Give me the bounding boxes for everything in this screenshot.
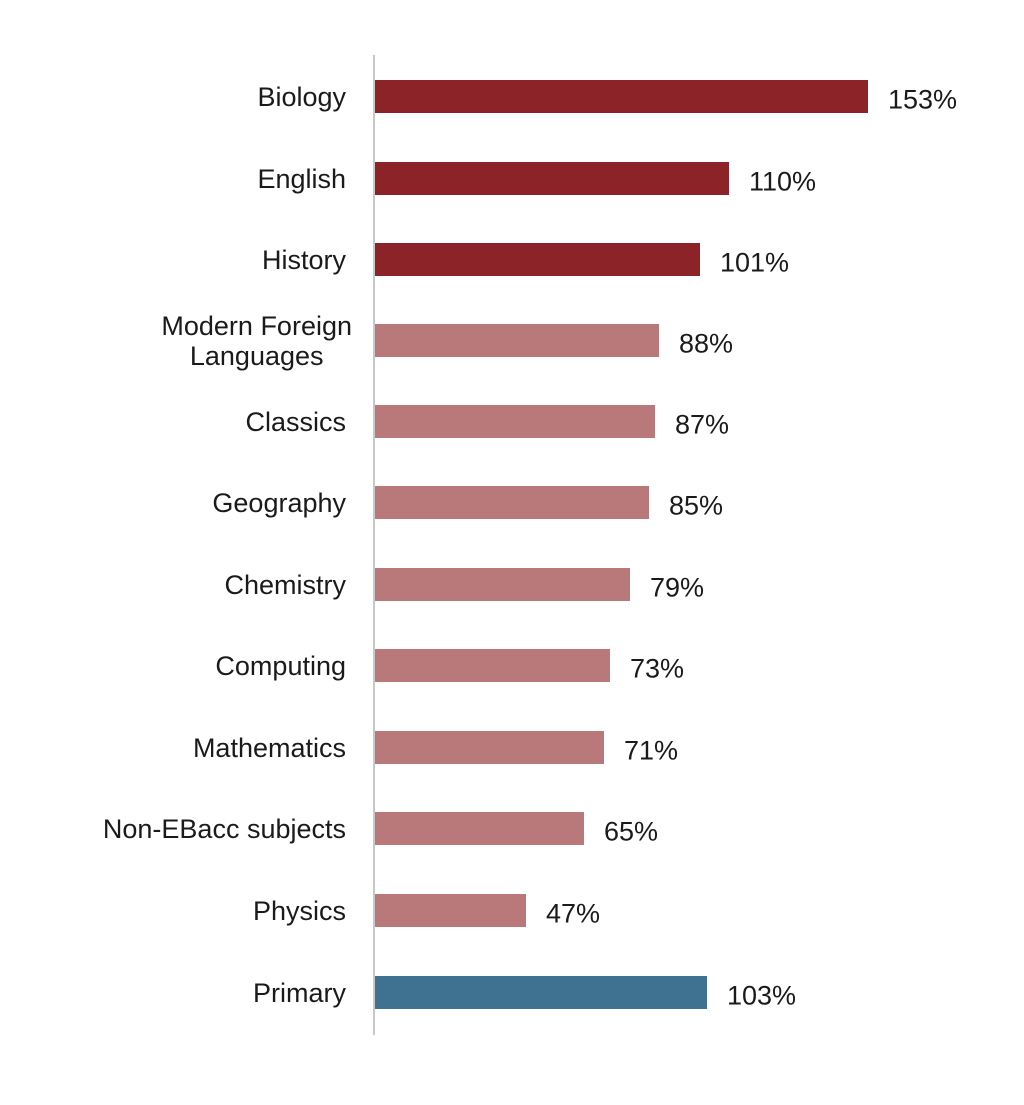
category-label: Biology bbox=[257, 82, 346, 112]
value-label: 101% bbox=[720, 247, 790, 278]
bar bbox=[375, 894, 526, 927]
bar bbox=[375, 649, 610, 682]
value-label: 85% bbox=[669, 490, 724, 521]
value-label: 87% bbox=[675, 409, 730, 440]
value-label: 65% bbox=[604, 816, 659, 847]
category-label: Chemistry bbox=[224, 570, 346, 600]
category-label: Primary bbox=[253, 978, 346, 1008]
category-label-line: Classics bbox=[245, 407, 346, 437]
bar-row: Computing 73% bbox=[0, 649, 1024, 684]
value-label: 110% bbox=[749, 166, 817, 197]
category-label: Classics bbox=[245, 407, 346, 437]
value-label: 79% bbox=[650, 572, 705, 603]
category-label: Computing bbox=[215, 651, 346, 681]
category-label: Modern Foreign Languages bbox=[161, 311, 352, 371]
bar-row: Mathematics 71% bbox=[0, 731, 1024, 766]
category-label: Geography bbox=[212, 488, 346, 518]
bar-row: Geography 85% bbox=[0, 486, 1024, 521]
bar-row: Modern Foreign Languages 88% bbox=[0, 311, 1024, 371]
value-label: 73% bbox=[630, 653, 685, 684]
category-label-line: Chemistry bbox=[224, 570, 346, 600]
category-label-line: English bbox=[257, 164, 346, 194]
category-label-line: Languages bbox=[189, 341, 324, 371]
bar bbox=[375, 243, 700, 276]
bar-row: Primary 103% bbox=[0, 976, 1024, 1011]
bar bbox=[375, 80, 868, 113]
category-label-line: Biology bbox=[257, 82, 346, 112]
bar bbox=[375, 405, 655, 438]
value-label: 88% bbox=[679, 328, 734, 359]
category-label-line: Mathematics bbox=[192, 733, 346, 763]
category-axis-line bbox=[373, 55, 375, 1035]
category-label: History bbox=[262, 245, 346, 275]
value-label: 47% bbox=[546, 898, 601, 929]
bar-row: Non-EBacc subjects 65% bbox=[0, 812, 1024, 847]
category-label-line: Modern Foreign bbox=[161, 311, 352, 341]
bar-row: Chemistry 79% bbox=[0, 568, 1024, 603]
bar bbox=[375, 812, 584, 845]
bar-row: History 101% bbox=[0, 243, 1024, 278]
bar-row: English 110% bbox=[0, 162, 1024, 197]
bar bbox=[375, 162, 729, 195]
bar bbox=[375, 568, 630, 601]
bar-row: Classics 87% bbox=[0, 405, 1024, 440]
category-label-line: Computing bbox=[215, 651, 346, 681]
bar-row: Physics 47% bbox=[0, 894, 1024, 929]
category-label-line: Non-EBacc subjects bbox=[102, 814, 346, 844]
bar bbox=[375, 486, 649, 519]
bar bbox=[375, 324, 659, 357]
value-label: 103% bbox=[727, 980, 797, 1011]
category-label-line: Geography bbox=[212, 488, 346, 518]
category-label: Mathematics bbox=[193, 733, 346, 763]
bar bbox=[375, 976, 707, 1009]
bar bbox=[375, 731, 604, 764]
category-label-line: Primary bbox=[253, 978, 346, 1008]
bar-row: Biology 153% bbox=[0, 80, 1024, 115]
category-label: Non-EBacc subjects bbox=[103, 814, 346, 844]
category-label-line: Physics bbox=[252, 896, 346, 926]
category-label: English bbox=[257, 164, 346, 194]
category-label: Physics bbox=[253, 896, 346, 926]
category-label-line: History bbox=[261, 245, 346, 275]
value-label: 71% bbox=[624, 735, 679, 766]
value-label: 153% bbox=[888, 84, 958, 115]
